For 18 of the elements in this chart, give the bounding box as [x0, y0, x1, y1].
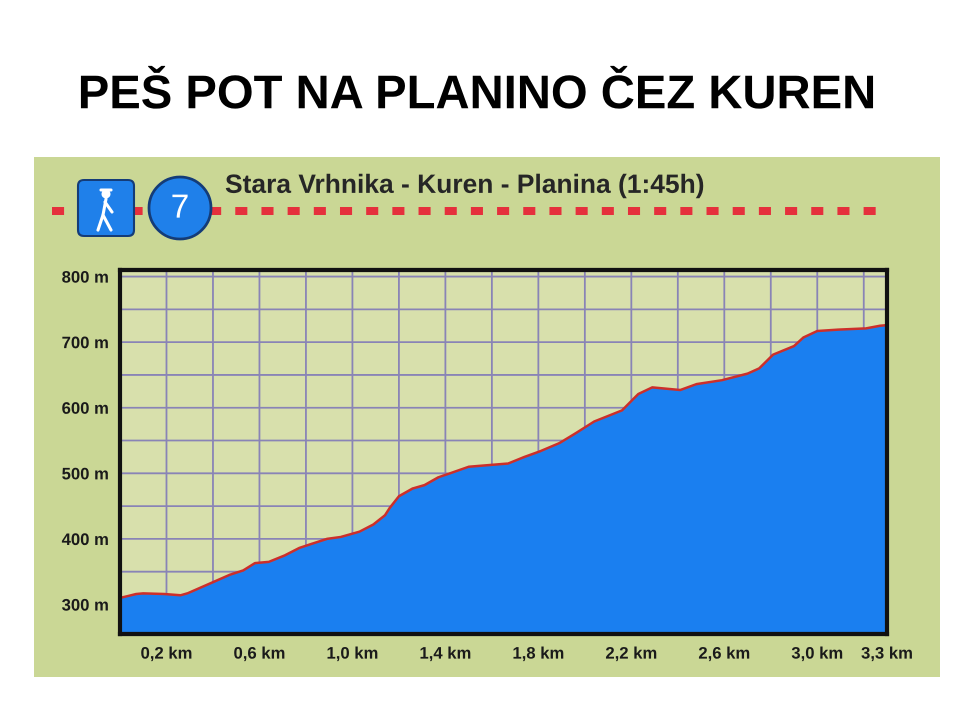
text: 7 [172, 194, 188, 218]
chart-subtitle: Stara Vrhnika - Kuren - Planina (1:45h) [226, 174, 704, 198]
x-tick-label: 1,4 km [420, 646, 470, 662]
y-tick-label: 800 m [62, 270, 108, 283]
y-tick-label: 700 m [62, 336, 108, 348]
y-tick-label: 500 m [62, 468, 108, 480]
chart-title: PEŠ POT NA PLANINO ČEZ KUREN [80, 66, 874, 109]
x-tick-label: 1,0 km [328, 646, 378, 662]
x-tick-label: 2,6 km [698, 646, 750, 662]
x-tick-label: 3,0 km [792, 646, 842, 662]
x-tick-label: 0,2 km [141, 646, 192, 662]
x-tick-label: 0,6 km [234, 646, 284, 662]
x-tick-label: 3,3 km [861, 646, 912, 662]
y-tick-label: 600 m [62, 402, 108, 414]
y-tick-label: 300 m [62, 598, 108, 611]
y-tick-label: 400 m [62, 533, 108, 546]
x-tick-label: 1,8 km [513, 646, 564, 662]
x-tick-label: 2,2 km [606, 646, 656, 662]
